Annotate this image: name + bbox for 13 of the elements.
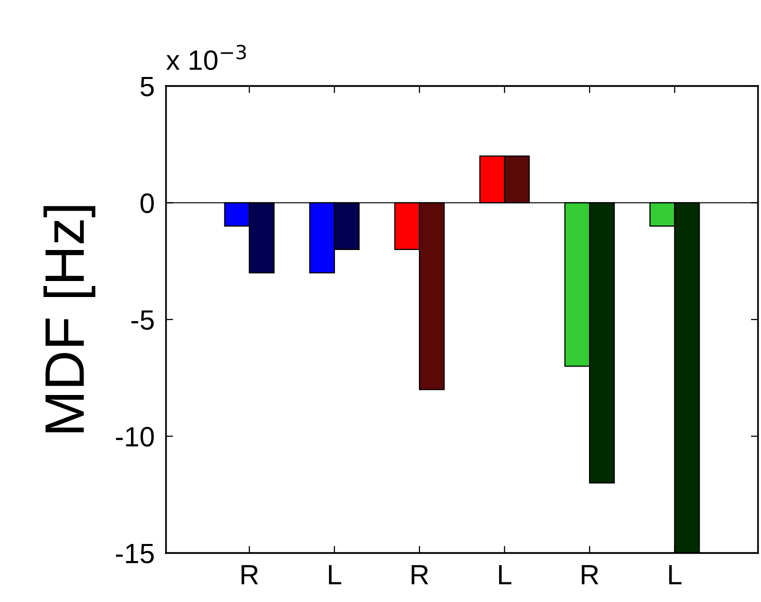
y-tick-label: 5: [140, 76, 154, 96]
x-tick-label: R: [242, 565, 258, 584]
x-tick-label: R: [582, 565, 598, 584]
y-tick-label: 0: [140, 193, 154, 214]
y-axis-title: MDF [Hz]: [44, 206, 96, 432]
x-tick-label: L: [328, 565, 342, 584]
x-tick-label: L: [669, 565, 682, 584]
y-tick-label: -5: [131, 310, 154, 330]
text: x 10$^{−3}$: [166, 44, 246, 70]
x-tick-label: R: [412, 565, 428, 584]
y-tick-label: -10: [116, 426, 154, 447]
x-tick-label: L: [499, 565, 512, 584]
y-tick-label: -15: [116, 544, 154, 564]
